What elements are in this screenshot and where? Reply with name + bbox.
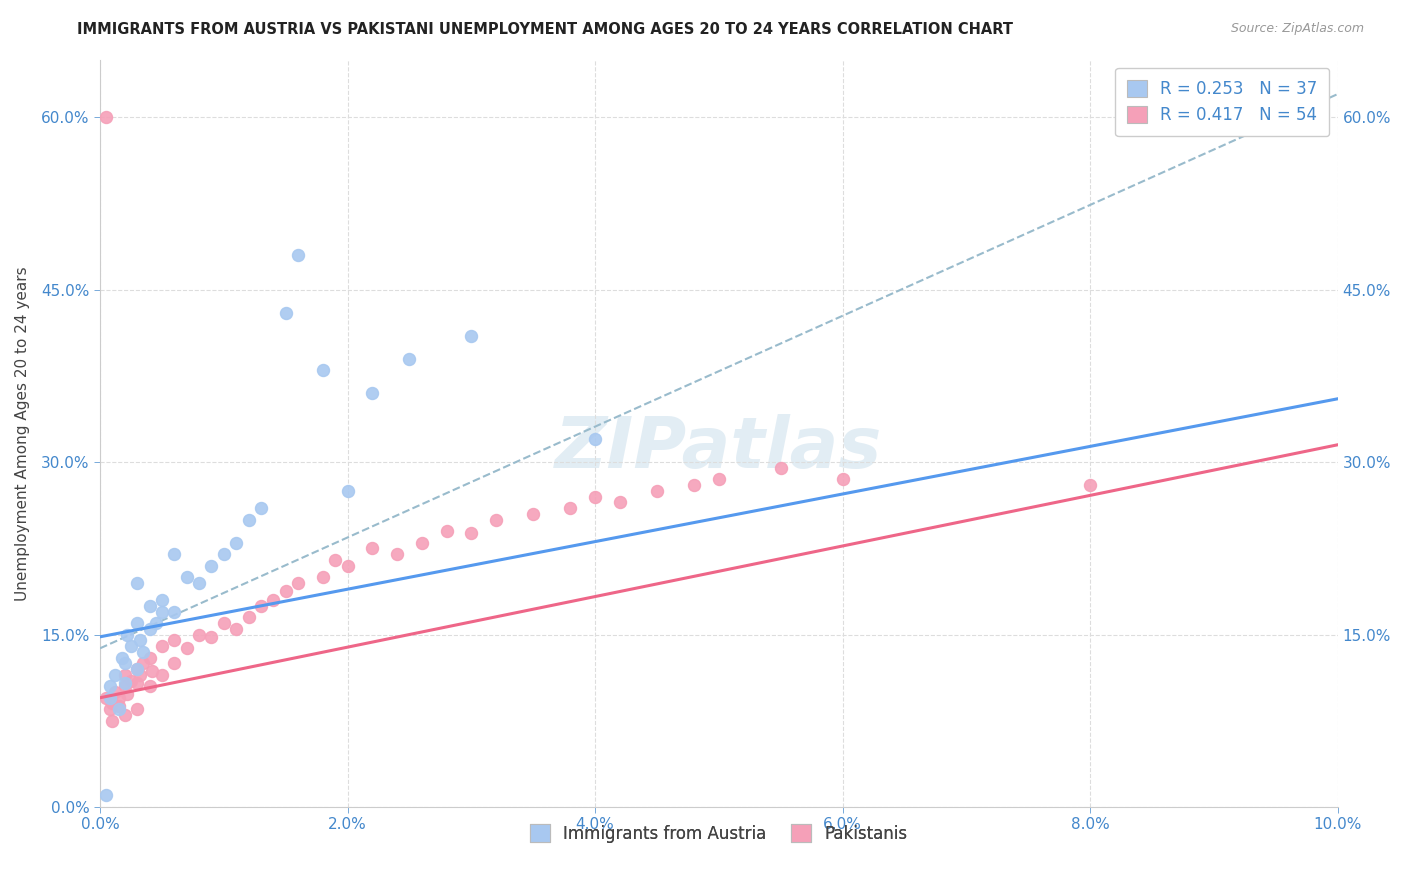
Point [200,558,222,573]
Point [336,558,359,573]
Point [212,615,235,630]
Point [127,662,149,676]
Point [250,501,273,516]
Point [138,622,160,636]
Point [287,248,309,262]
Point [336,483,359,498]
Point [485,512,508,526]
Point [560,501,582,516]
Point [312,570,335,584]
Text: IMMIGRANTS FROM AUSTRIA VS PAKISTANI UNEMPLOYMENT AMONG AGES 20 TO 24 YEARS CORR: IMMIGRANTS FROM AUSTRIA VS PAKISTANI UNE… [77,22,1014,37]
Point [98,702,121,716]
Point [114,679,136,693]
Point [101,697,124,711]
Point [385,547,408,561]
Point [150,605,173,619]
Point [127,575,149,590]
Point [287,575,309,590]
Point [436,524,458,538]
Point [583,490,606,504]
Point [188,575,211,590]
Point [262,593,284,607]
Point [114,657,136,671]
Point [127,702,149,716]
Point [411,535,433,549]
Point [200,630,222,644]
Point [163,605,186,619]
Point [163,633,186,648]
Point [150,667,173,681]
Point [132,645,155,659]
Point [104,667,127,681]
Legend: Immigrants from Austria, Pakistanis: Immigrants from Austria, Pakistanis [522,816,917,851]
Point [274,305,297,319]
Point [150,639,173,653]
Point [188,627,211,641]
Point [225,622,247,636]
Point [460,526,482,541]
Point [141,665,163,679]
Y-axis label: Unemployment Among Ages 20 to 24 years: Unemployment Among Ages 20 to 24 years [15,266,30,600]
Point [250,599,273,613]
Point [107,702,129,716]
Point [127,615,149,630]
Point [127,675,149,690]
Point [707,472,730,486]
Point [96,789,118,803]
Point [683,478,706,492]
Point [98,690,121,705]
Point [117,627,139,641]
Point [138,679,160,693]
Point [114,667,136,681]
Point [114,708,136,723]
Point [769,460,792,475]
Text: Source: ZipAtlas.com: Source: ZipAtlas.com [1230,22,1364,36]
Point [225,535,247,549]
Point [96,690,118,705]
Point [398,351,420,366]
Point [104,685,127,699]
Point [831,472,853,486]
Point [163,657,186,671]
Point [274,583,297,598]
Point [107,690,129,705]
Point [238,512,260,526]
Point [138,599,160,613]
Point [645,483,668,498]
Point [522,507,544,521]
Point [101,714,124,728]
Point [163,547,186,561]
Point [361,386,384,401]
Point [132,657,155,671]
Point [460,328,482,343]
Point [150,593,173,607]
Point [1078,478,1101,492]
Point [120,673,142,688]
Point [145,615,167,630]
Point [128,633,150,648]
Point [583,432,606,446]
Point [120,639,142,653]
Point [176,570,198,584]
Point [361,541,384,556]
Point [238,610,260,624]
Point [312,363,335,377]
Point [114,675,136,690]
Point [212,547,235,561]
Point [107,698,129,713]
Point [127,662,149,676]
Point [117,687,139,701]
Point [111,650,134,665]
Point [128,667,150,681]
Point [96,110,118,124]
Point [323,553,346,567]
Point [609,495,631,509]
Point [138,650,160,665]
Point [176,641,198,656]
Text: ZIPatlas: ZIPatlas [555,414,883,483]
Point [98,679,121,693]
